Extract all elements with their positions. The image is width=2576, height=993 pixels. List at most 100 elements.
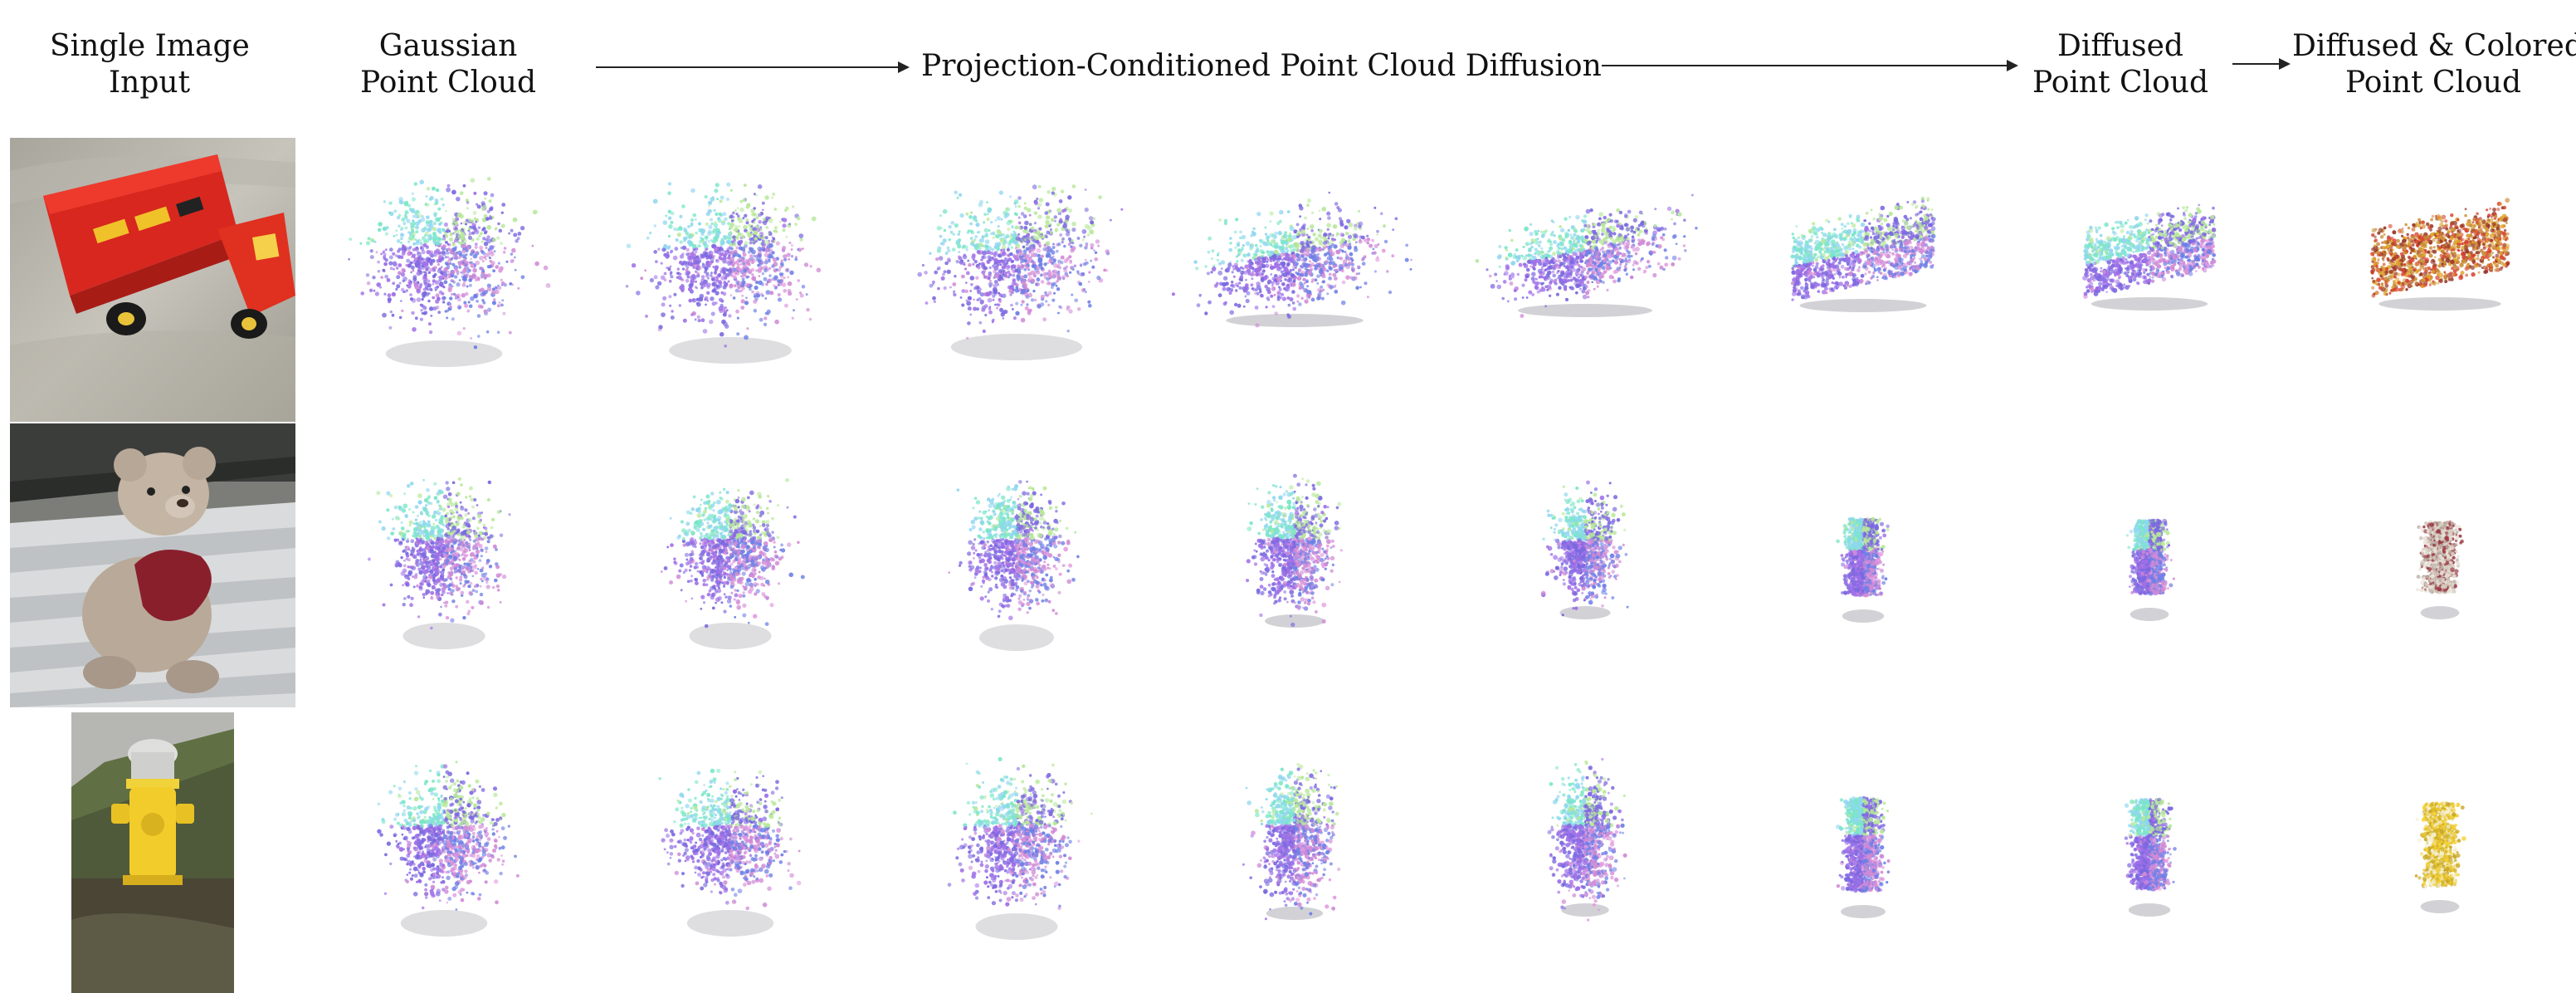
point-cloud-plot [2125, 518, 2175, 621]
header-diffused-colored-point-cloud: Diffused & Colored Point Cloud [2292, 28, 2576, 101]
points [1242, 762, 1341, 921]
point-cloud-plot [2082, 203, 2217, 311]
points [1836, 795, 1891, 893]
point-cloud-plot [2416, 520, 2464, 619]
points [658, 768, 802, 911]
point-cloud-toy-truck-step-3 [876, 141, 1158, 422]
point-cloud-fire-hydrant-step-4 [1154, 712, 1436, 993]
point-cloud-fire-hydrant-step-7 [2008, 712, 2291, 993]
input-photo-teddy-bear [10, 423, 295, 707]
point-cloud-toy-truck-step-1 [303, 141, 585, 422]
point-cloud-plot [661, 478, 805, 649]
header-line: Projection-Conditioned Point Cloud Diffu… [921, 48, 1602, 85]
point-cloud-teddy-bear-step-8 [2299, 425, 2576, 706]
point-cloud-plot [1836, 795, 1891, 918]
point-cloud-plot [1547, 757, 1627, 922]
input-photo-toy-truck [10, 138, 295, 422]
point-cloud-fire-hydrant-step-8 [2299, 712, 2576, 993]
arrow-right-icon [1602, 60, 2018, 71]
shadow [1799, 299, 1927, 312]
shadow [689, 623, 772, 649]
shadow [2420, 606, 2460, 619]
shadow [686, 910, 774, 937]
points [947, 756, 1093, 911]
point-cloud-fire-hydrant-step-3 [876, 712, 1158, 993]
points [1790, 196, 1936, 301]
point-cloud-plot [2124, 797, 2177, 917]
point-cloud-fire-hydrant-step-2 [589, 712, 871, 993]
point-cloud-plot [1540, 480, 1629, 619]
point-cloud-plot [625, 182, 822, 364]
point-cloud-teddy-bear-step-7 [2008, 425, 2291, 706]
shadow [1842, 609, 1885, 623]
header-line: Input [50, 65, 249, 101]
points [348, 177, 551, 350]
shadow [2091, 297, 2208, 311]
arrow-right-icon [2232, 58, 2291, 70]
shadow [1266, 907, 1324, 920]
shadow [979, 624, 1054, 651]
points [2369, 198, 2510, 298]
point-cloud-plot [948, 480, 1080, 651]
point-cloud-plot [2369, 198, 2510, 311]
point-cloud-plot [1475, 193, 1698, 318]
toy-truck-image [10, 138, 295, 422]
shadow [1226, 314, 1364, 327]
shadow [2128, 903, 2171, 917]
point-cloud-fire-hydrant-step-6 [1722, 712, 2004, 993]
point-cloud-toy-truck-step-7 [2008, 141, 2291, 422]
header-line: Diffused [2029, 28, 2212, 65]
shadow [400, 910, 488, 937]
point-cloud-plot [1171, 191, 1412, 328]
points [2082, 203, 2217, 299]
point-cloud-plot [377, 761, 520, 937]
shadow [385, 340, 503, 367]
points [377, 761, 520, 911]
point-cloud-plot [2414, 800, 2466, 913]
point-cloud-toy-truck-step-8 [2299, 141, 2576, 422]
point-cloud-plot [947, 756, 1093, 940]
points [661, 478, 805, 629]
points [1246, 473, 1343, 628]
point-cloud-fire-hydrant-step-1 [303, 712, 585, 993]
points [625, 182, 822, 348]
points [917, 184, 1124, 340]
point-cloud-plot [1790, 196, 1936, 312]
input-photo-fire-hydrant [71, 712, 234, 993]
point-cloud-plot [1836, 516, 1890, 623]
header-line: Diffused & Colored [2292, 28, 2576, 65]
points [2416, 520, 2464, 594]
header-line: Point Cloud [2292, 65, 2574, 101]
point-cloud-plot [348, 177, 551, 367]
header-line: Point Cloud [349, 65, 548, 101]
point-cloud-teddy-bear-step-5 [1444, 425, 1726, 706]
header-line: Gaussian [349, 28, 548, 65]
point-cloud-plot [1246, 473, 1343, 628]
shadow [2130, 608, 2169, 621]
points [1171, 191, 1412, 328]
fire-hydrant-image [71, 712, 234, 993]
points [2125, 518, 2175, 596]
shadow [1561, 903, 1609, 917]
point-cloud-fire-hydrant-step-5 [1444, 712, 1726, 993]
shadow [402, 623, 485, 649]
point-cloud-plot [658, 768, 802, 937]
shadow [1841, 905, 1886, 918]
shadow [1265, 614, 1325, 628]
shadow [2378, 297, 2501, 311]
points [1836, 516, 1890, 598]
points [367, 477, 511, 630]
point-cloud-toy-truck-step-6 [1722, 141, 2004, 422]
point-cloud-toy-truck-step-2 [589, 141, 871, 422]
point-cloud-teddy-bear-step-6 [1722, 425, 2004, 706]
header-diffused-point-cloud: Diffused Point Cloud [2029, 28, 2212, 101]
header-single-image-input: Single Image Input [50, 28, 250, 101]
header-gaussian-point-cloud: Gaussian Point Cloud [349, 28, 548, 101]
header-projection-conditioned-diffusion: Projection-Conditioned Point Cloud Diffu… [921, 48, 1602, 85]
shadow [669, 337, 792, 364]
shadow [1518, 304, 1652, 317]
shadow [2420, 900, 2460, 913]
header-line: Single Image [50, 28, 250, 65]
points [1547, 757, 1627, 922]
points [1475, 193, 1698, 318]
